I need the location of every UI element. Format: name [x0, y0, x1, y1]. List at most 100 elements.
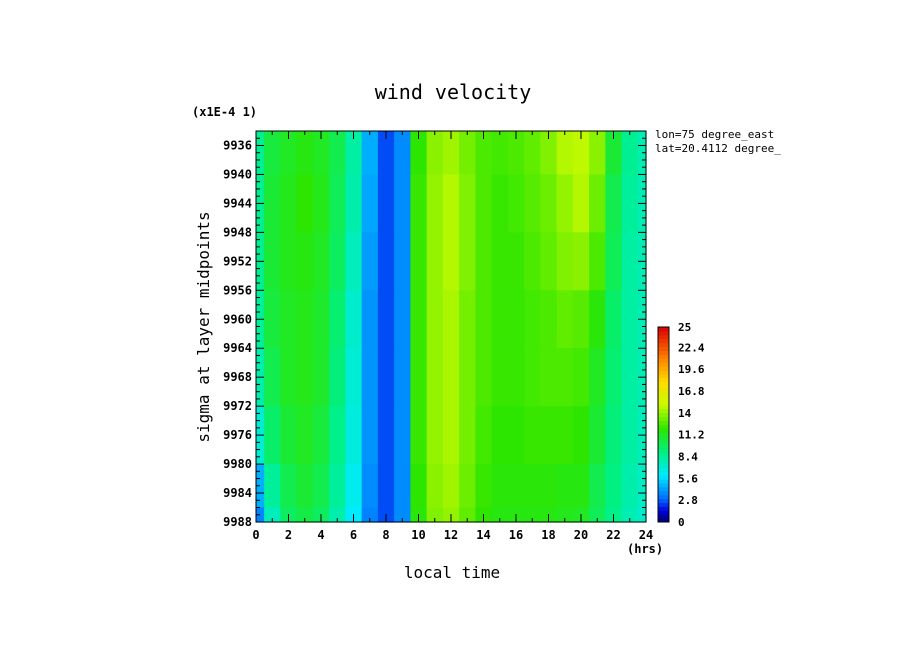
heatmap-cell: [296, 174, 314, 233]
heatmap-cell: [361, 174, 379, 233]
heatmap-cell: [491, 232, 509, 291]
heatmap-cell: [329, 507, 346, 523]
y-tick-label: 9940: [223, 167, 252, 181]
heatmap-cell: [426, 348, 444, 407]
x-tick-label: 12: [444, 528, 458, 542]
heatmap-cell: [329, 464, 346, 509]
heatmap-cell: [280, 174, 298, 233]
colorbar-tick-label: 0: [678, 516, 685, 529]
heatmap-cell: [410, 290, 428, 349]
heatmap-cell: [507, 348, 525, 407]
colorbar-band: [658, 330, 669, 336]
heatmap-cell: [410, 406, 428, 465]
colorbar-band: [658, 362, 669, 367]
x-axis: 0 2 4 6 8 10 12 14 16 18 20 22 24: [252, 131, 653, 542]
heatmap-cell: [377, 464, 395, 509]
heatmap-cell: [312, 174, 330, 233]
x-axis-title: local time: [404, 563, 500, 582]
colorbar-band: [658, 506, 669, 511]
heatmap-cell: [426, 232, 444, 291]
heatmap-cell: [394, 290, 411, 349]
heatmap-cell: [394, 232, 411, 291]
colorbar-band: [658, 350, 669, 355]
heatmap-cell: [507, 174, 525, 233]
heatmap-cell: [280, 406, 298, 465]
heatmap-cell: [442, 464, 460, 509]
heatmap-cell: [605, 464, 623, 509]
heatmap-cell: [361, 348, 379, 407]
colorbar-band: [658, 428, 669, 433]
heatmap-cell: [426, 174, 444, 233]
heatmap-cell: [394, 406, 411, 465]
colorbar-band: [658, 381, 669, 386]
heatmap-cell: [329, 174, 346, 233]
heatmap-cell: [589, 507, 606, 523]
colorbar-band: [658, 389, 669, 394]
colorbar-band: [658, 369, 669, 375]
colorbar-band: [658, 420, 669, 425]
heatmap-cell: [589, 174, 606, 233]
heatmap-cell: [556, 464, 574, 509]
heatmap-cell: [312, 232, 330, 291]
heatmap-cells: [256, 131, 647, 523]
heatmap-cell: [345, 131, 363, 176]
heatmap-cell: [540, 406, 558, 465]
colorbar-band: [658, 455, 669, 461]
heatmap-cell: [572, 348, 590, 407]
colorbar-band: [658, 518, 669, 523]
heatmap-cell: [264, 464, 281, 509]
y-tick-label: 9988: [223, 515, 252, 529]
heatmap-cell: [475, 348, 493, 407]
colorbar-band: [658, 432, 669, 437]
y-tick-label: 9972: [223, 399, 252, 413]
colorbar-band: [658, 483, 669, 488]
heatmap-cell: [264, 348, 281, 407]
colorbar-band: [658, 463, 669, 468]
heatmap-cell: [377, 131, 395, 176]
heatmap-cell: [524, 348, 541, 407]
scale-note: (x1E-4 1): [192, 105, 257, 119]
colorbar-band: [658, 358, 669, 363]
heatmap-cell: [280, 348, 298, 407]
heatmap-cell: [264, 290, 281, 349]
heatmap-cell: [589, 406, 606, 465]
x-tick-label: 22: [606, 528, 620, 542]
heatmap-cell: [589, 464, 606, 509]
colorbar-band: [658, 486, 669, 492]
heatmap-cell: [572, 174, 590, 233]
heatmap-cell: [572, 290, 590, 349]
heatmap-cell: [524, 464, 541, 509]
heatmap-cell: [605, 406, 623, 465]
heatmap-cell: [296, 507, 314, 523]
colorbar-band: [658, 338, 669, 344]
heatmap-cell: [556, 507, 574, 523]
heatmap-cell: [280, 232, 298, 291]
heatmap-cell: [264, 131, 281, 176]
y-tick-label: 9968: [223, 370, 252, 384]
colorbar-tick-label: 5.6: [678, 472, 698, 485]
colorbar-band: [658, 436, 669, 441]
heatmap-cell: [524, 507, 541, 523]
heatmap-cell: [296, 131, 314, 176]
heatmap-cell: [540, 232, 558, 291]
annotation-lat: lat=20.4112 degree_: [655, 142, 781, 155]
heatmap-cell: [345, 290, 363, 349]
heatmap-cell: [426, 507, 444, 523]
colorbar-tick-label: 11.2: [678, 429, 705, 442]
colorbar-tick-label: 25: [678, 321, 691, 334]
heatmap-cell: [459, 174, 476, 233]
x-tick-label: 14: [476, 528, 490, 542]
colorbar-band: [658, 397, 669, 402]
heatmap-cell: [459, 290, 476, 349]
heatmap-cell: [475, 232, 493, 291]
heatmap-cell: [507, 290, 525, 349]
y-tick-label: 9976: [223, 428, 252, 442]
heatmap-cell: [475, 131, 493, 176]
heatmap-cell: [459, 507, 476, 523]
colorbar-tick-label: 16.8: [678, 385, 705, 398]
heatmap-cell: [605, 131, 623, 176]
heatmap-cell: [345, 406, 363, 465]
x-tick-label: 16: [509, 528, 523, 542]
heatmap-cell: [556, 406, 574, 465]
